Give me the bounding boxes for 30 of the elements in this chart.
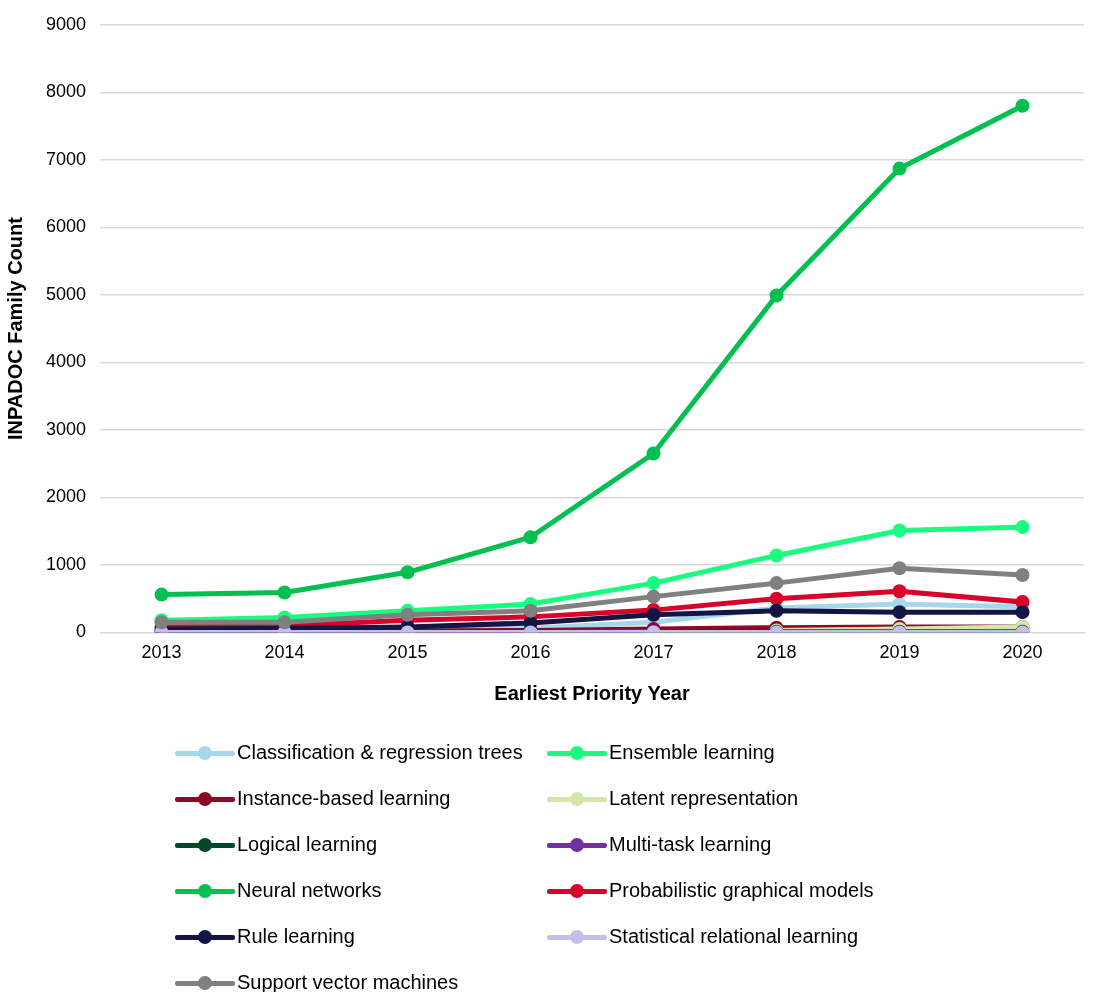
x-axis-title: Earliest Priority Year: [494, 681, 690, 704]
y-tick-label: 9000: [46, 13, 87, 34]
legend-label: Instance-based learning: [237, 787, 451, 810]
x-tick-label: 2020: [1002, 642, 1043, 663]
x-tick-label: 2016: [510, 642, 551, 663]
legend-label: Logical learning: [237, 833, 378, 856]
y-tick-label: 0: [76, 621, 87, 642]
y-axis-title: INPADOC Family Count: [3, 216, 26, 441]
y-tick-label: 1000: [46, 553, 87, 574]
legend-label: Neural networks: [237, 879, 382, 902]
y-tick-label: 4000: [46, 351, 87, 372]
y-tick-label: 3000: [46, 418, 87, 439]
x-tick-label: 2014: [264, 642, 305, 663]
x-tick-label: 2017: [633, 642, 674, 663]
y-tick-label: 7000: [46, 148, 87, 169]
legend-label: Classification & regression trees: [237, 741, 523, 764]
x-tick-label: 2019: [879, 642, 920, 663]
y-tick-label: 2000: [46, 486, 87, 507]
legend-label: Multi-task learning: [609, 833, 772, 856]
legend-label: Probabilistic graphical models: [609, 879, 874, 902]
y-tick-label: 8000: [46, 81, 87, 102]
legend-label: Statistical relational learning: [609, 925, 859, 948]
legend-label: Rule learning: [237, 925, 355, 948]
x-tick-label: 2018: [756, 642, 797, 663]
y-tick-label: 5000: [46, 283, 87, 304]
legend-label: Ensemble learning: [609, 741, 775, 764]
x-tick-label: 2015: [387, 642, 428, 663]
x-tick-label: 2013: [141, 642, 182, 663]
legend-label: Latent representation: [609, 787, 799, 810]
y-tick-label: 6000: [46, 216, 87, 237]
